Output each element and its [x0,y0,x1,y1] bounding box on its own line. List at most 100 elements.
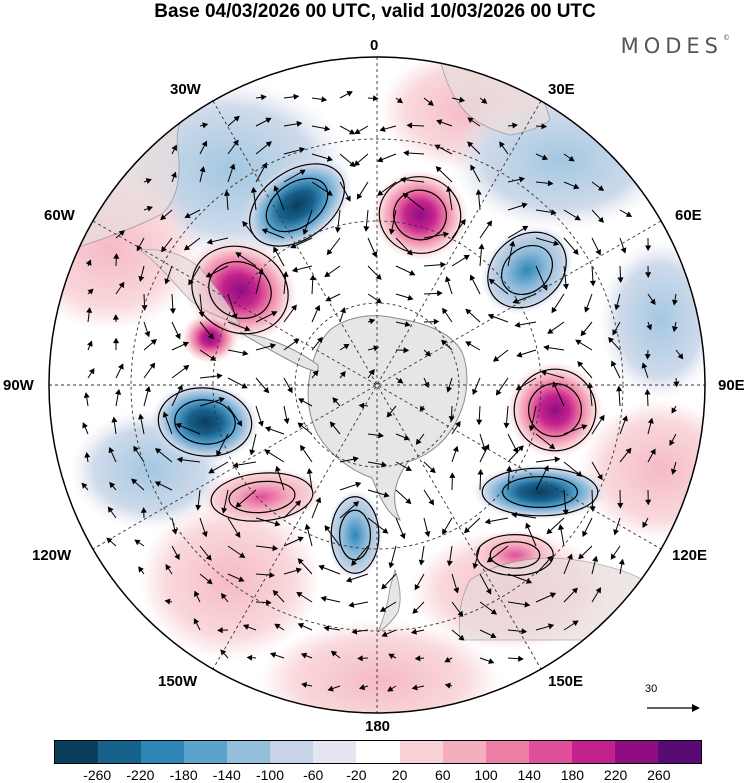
wind-vector-head [112,314,119,320]
wind-vector-head [296,120,303,127]
lon-label-30e: 30E [548,81,575,98]
wind-vector-head [352,501,360,508]
wind-vector-head [287,386,293,394]
wind-vector-head [522,225,529,232]
wind-vector-head [242,350,249,357]
wind-vector-head [495,389,502,396]
wind-vector-head [571,587,578,594]
wind-vector-head [519,176,526,183]
wind-vector-head [371,251,378,258]
wind-vector-head [295,567,302,574]
wind-vector-head [146,205,153,212]
wind-vector-head [562,283,569,290]
wind-vector-head [429,467,436,474]
wind-vector-head [677,353,684,360]
lon-label-180: 180 [365,718,391,735]
wind-vector-head [175,423,182,429]
wind-vector-head [381,461,388,468]
wind-vector-head [457,610,464,618]
wind-vector-head [597,216,604,223]
colorbar-segment [98,741,142,763]
colorbar-labels: -260 -220 -180 -140 -100 -60 -20 20 60 100 140 180 2… [54,767,702,783]
wind-vector-head [584,306,590,313]
wind-vector-head [379,126,386,132]
wind-vector-head [578,553,585,560]
wind-vector-head [488,278,496,285]
wind-vector-head [470,164,476,171]
wind-vector-head [274,520,281,527]
wind-vector-head [512,298,519,304]
wind-vector-head [330,650,338,657]
colorbar-segment [141,741,185,763]
antarctica-landmass [307,315,468,521]
wind-vector-head [472,388,478,395]
contour-line [330,496,380,574]
wind-vector-head [509,240,516,247]
colorbar-tick-label: 260 [647,767,671,783]
wind-vector-head [446,386,453,393]
wind-vector-head [547,623,555,630]
wind-vector-head [299,169,306,176]
cyclone-south-indian [480,225,574,315]
wind-vector-head [265,599,272,606]
wind-vector-head [208,467,215,474]
wind-vector-head [202,122,209,129]
wind-vector-head [486,220,493,227]
wind-vector-head [283,418,290,425]
wind-vector-head [547,180,554,187]
wind-vector-head [611,360,617,367]
wind-vector-head [521,628,528,635]
wind-vector-head [377,190,384,196]
lon-label-120w: 120W [32,547,72,564]
wind-vector-head [589,280,596,287]
wind-vector-head [198,311,205,318]
wind-vector-head [622,415,628,422]
wind-vector-head [195,504,202,511]
wind-vector-head [402,192,409,199]
wind-vector-head [452,445,459,453]
wind-vector-head [412,607,419,614]
wind-vector-head [318,564,325,571]
colorbar-tick-label: -180 [169,767,198,783]
wind-vector-head [548,443,556,450]
wind-vector-head [291,304,297,311]
wind-vector-head [113,253,120,259]
wind-vector-head [321,96,328,103]
wind-vector-head [645,499,652,506]
wind-vector-head [488,658,495,664]
wind-vector-head [612,329,618,336]
wind-vector-head [646,324,653,331]
wind-vector-head [598,414,605,422]
wind-vector-head [673,381,680,388]
colorbar-tick-label: 180 [560,767,585,783]
wind-vector-head [399,532,406,540]
wind-vector-head [193,618,200,625]
wind-vector-head [435,166,442,173]
lon-label-120e: 120E [672,547,708,564]
wind-vector-head [671,326,678,333]
wind-vector-head [528,425,535,432]
graticule [49,57,705,713]
anomaly-blobs [150,156,608,580]
contour-line [191,245,289,335]
wind-vector-head [339,370,346,378]
wind-vector-head [414,583,421,591]
wind-vector-head [282,271,289,277]
wind-vector-head [164,278,171,285]
wind-vector-head [441,339,448,346]
wind-vector-head [169,308,176,315]
wind-vector-head [547,328,554,334]
wind-vector-head [567,553,573,560]
wind-vector-head [250,186,257,193]
lon-label-90e: 90E [718,377,745,394]
wind-vector-head [557,524,565,531]
wind-vector-head [140,507,147,513]
wind-vector-head [415,438,422,445]
wind-vector-head [300,652,308,659]
lon-label-30w: 30W [170,81,201,98]
wind-vector-head [650,448,656,455]
wind-vector-head [476,419,483,426]
wind-vector-head [492,355,500,362]
wind-vector-head [272,589,279,597]
wind-vector-head [483,443,490,451]
